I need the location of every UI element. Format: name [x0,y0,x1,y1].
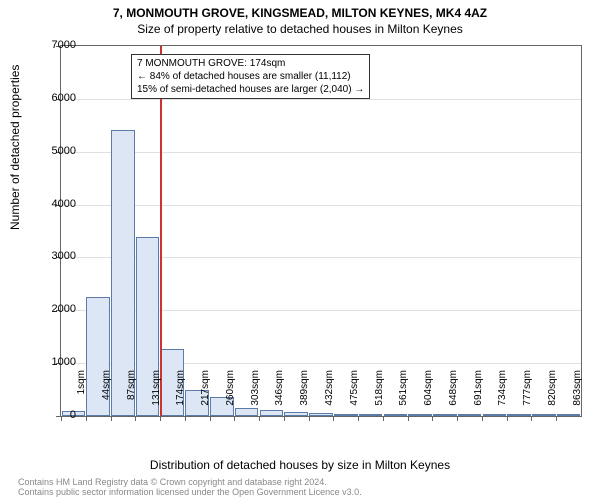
x-tick-label: 863sqm [572,370,583,420]
x-tick-label: 303sqm [250,370,261,420]
x-tick-mark [61,416,62,421]
chart-container: 7, MONMOUTH GROVE, KINGSMEAD, MILTON KEY… [0,0,600,500]
x-tick-label: 174sqm [175,370,186,420]
x-tick-label: 777sqm [522,370,533,420]
x-axis-label: Distribution of detached houses by size … [0,458,600,472]
y-tick-label: 6000 [52,92,76,104]
x-tick-label: 475sqm [349,370,360,420]
gridline-h [61,152,581,153]
y-tick-label: 2000 [52,303,76,315]
x-tick-label: 604sqm [423,370,434,420]
y-tick-label: 3000 [52,250,76,262]
info-box-line: 7 MONMOUTH GROVE: 174sqm [137,57,364,70]
x-tick-label: 131sqm [151,370,162,420]
y-tick-label: 4000 [52,198,76,210]
footer-attribution: Contains HM Land Registry data © Crown c… [18,478,362,498]
x-tick-label: 217sqm [200,370,211,420]
x-tick-label: 389sqm [299,370,310,420]
chart-title-sub: Size of property relative to detached ho… [0,20,600,36]
x-tick-label: 734sqm [497,370,508,420]
footer-line2: Contains public sector information licen… [18,488,362,498]
chart-plot-area: 7 MONMOUTH GROVE: 174sqm← 84% of detache… [60,45,582,417]
y-tick-label: 5000 [52,145,76,157]
x-tick-label: 691sqm [473,370,484,420]
x-tick-label: 432sqm [324,370,335,420]
info-box-line: 15% of semi-detached houses are larger (… [137,83,364,96]
chart-title-main: 7, MONMOUTH GROVE, KINGSMEAD, MILTON KEY… [0,0,600,20]
y-tick-label: 1000 [52,356,76,368]
y-tick-label: 7000 [52,39,76,51]
x-tick-label: 87sqm [126,370,137,420]
x-tick-label: 820sqm [547,370,558,420]
x-tick-label: 1sqm [76,370,87,420]
x-tick-label: 561sqm [398,370,409,420]
reference-line [160,46,162,416]
x-tick-label: 346sqm [274,370,285,420]
x-tick-label: 518sqm [374,370,385,420]
x-tick-label: 648sqm [448,370,459,420]
gridline-h [61,205,581,206]
x-tick-label: 44sqm [101,370,112,420]
y-axis-label: Number of detached properties [8,65,22,230]
info-box: 7 MONMOUTH GROVE: 174sqm← 84% of detache… [131,54,370,99]
info-box-line: ← 84% of detached houses are smaller (11… [137,70,364,83]
x-tick-label: 260sqm [225,370,236,420]
